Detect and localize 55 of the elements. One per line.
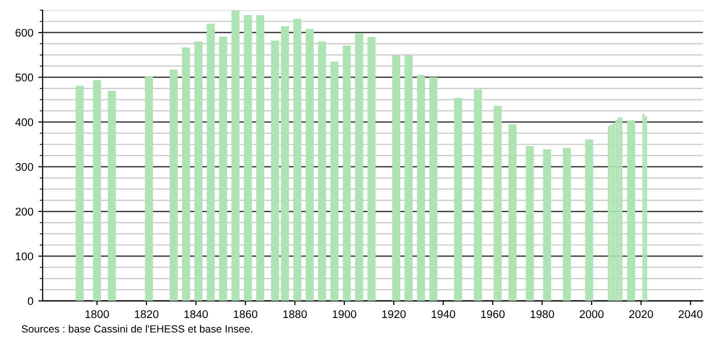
bar [429,77,438,301]
bar [342,46,351,301]
y-tick-label: 0 [28,297,34,306]
bar [244,15,252,301]
bar [306,28,314,301]
y-tick-label: 600 [16,28,34,37]
bar [108,90,116,301]
x-tick-label: 1920 [382,310,406,318]
y-tick-label: 100 [16,252,34,260]
bar [182,47,190,301]
bar [280,26,289,301]
bar [194,42,202,301]
x-tick-label: 1900 [332,310,356,318]
x-tick-label: 1880 [283,310,307,318]
source-note: Sources : base Cassini de l'EHESS et base Insee. [22,324,252,333]
bar [474,89,482,301]
bar [144,76,153,301]
y-tick-label: 200 [16,208,34,216]
x-tick-label: 1840 [184,310,208,318]
x-tick-label: 1800 [85,310,109,318]
bar [355,33,364,301]
bar [293,18,302,301]
bar [318,42,326,301]
bar [627,120,636,301]
bar [526,146,534,301]
bar [256,15,264,301]
x-tick-label: 2020 [629,310,653,318]
bar [219,36,228,301]
bar [562,148,571,301]
x-tick-label: 1860 [234,310,258,318]
bar [330,62,338,301]
bar [404,55,413,301]
bar [170,70,178,301]
x-tick-label: 1960 [481,310,505,318]
y-tick-label: 300 [15,163,34,171]
bar [92,80,102,301]
bar [494,106,502,301]
bar [454,98,462,301]
bar [392,55,400,301]
bar [231,10,240,301]
y-tick-label: 400 [15,118,34,126]
x-tick-label: 2040 [678,310,702,318]
bar [416,75,425,301]
x-tick-label: 2000 [580,310,604,318]
bar [206,24,215,301]
bar [76,86,84,301]
x-tick-label: 1820 [134,310,158,318]
bar [585,139,594,301]
bar [508,124,516,301]
bar [271,40,280,301]
x-tick-label: 1980 [530,310,554,318]
x-tick-label: 1940 [432,310,456,318]
bar [367,37,376,301]
bar [543,149,552,301]
y-tick-label: 500 [15,74,34,82]
